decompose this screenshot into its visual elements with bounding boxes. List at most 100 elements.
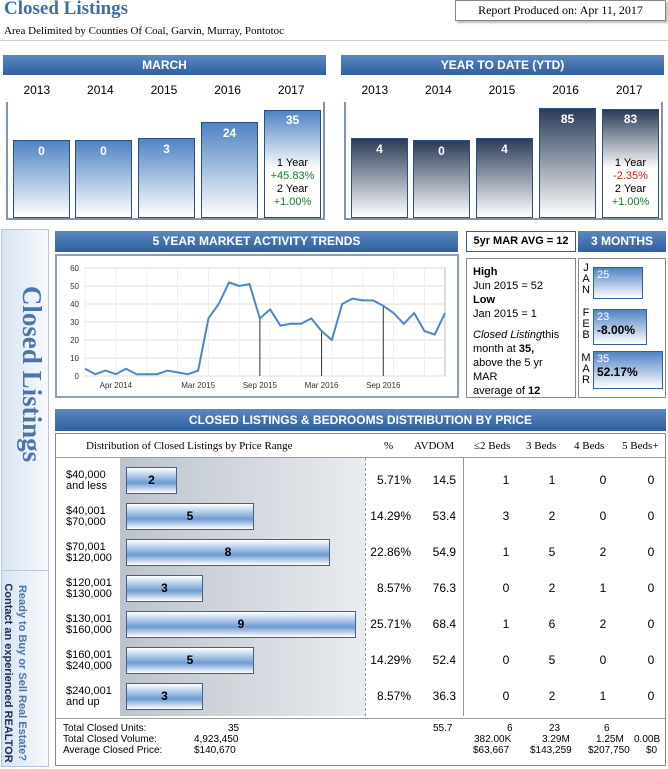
- ytd-panel: YEAR TO DATE (YTD) 2013 2014 2015 2016 2…: [339, 53, 666, 220]
- b3-value: 5: [548, 653, 556, 667]
- pct-value: 8.57%: [376, 581, 411, 595]
- range-high: and up: [66, 696, 100, 708]
- range-low: $40,001: [66, 505, 106, 517]
- range-label: $130,001 $160,000: [66, 614, 112, 636]
- march-panel: MARCH 2013 2014 2015 2016 2017 0 0 3 24 …: [1, 53, 328, 220]
- y-tick-label: 10: [70, 354, 79, 363]
- y-tick-label: 40: [70, 300, 79, 309]
- two-year-label: 2 Year: [276, 183, 309, 195]
- avdom-value: 52.4: [432, 653, 456, 667]
- pct-value: 5.71%: [376, 473, 411, 487]
- b5-value: 0: [647, 473, 655, 487]
- col-b4-header: 4 Beds: [574, 440, 605, 452]
- vol-b2: 382.00K: [474, 734, 512, 745]
- pct-value: 22.86%: [370, 545, 411, 559]
- pct-dotted-line: [365, 458, 366, 716]
- y-tick-label: 0: [75, 372, 80, 381]
- march-header: MARCH: [3, 55, 326, 75]
- b3-value: 6: [548, 617, 556, 631]
- month-value: 25: [597, 269, 610, 281]
- note-f: average of: [473, 385, 525, 397]
- one-year-label: 1 Year: [614, 157, 647, 169]
- b3-value: 5: [548, 545, 556, 559]
- two-year-label: 2 Year: [614, 183, 647, 195]
- b5-value: 0: [647, 689, 655, 703]
- year-label: 2014: [87, 83, 114, 97]
- avdom-value: 53.4: [432, 509, 456, 523]
- price-b3: $143,259: [530, 745, 572, 756]
- units-label: Total Closed Units:: [63, 723, 147, 734]
- vol-b3: 3.29M: [542, 734, 570, 745]
- side-divider: [2, 570, 48, 571]
- note-b: this: [542, 329, 560, 341]
- avdom-value: 36.3: [432, 689, 456, 703]
- vol-b5: 0.00B: [634, 734, 661, 745]
- b2-value: 0: [502, 653, 510, 667]
- range-label: $40,001 $70,000: [66, 506, 106, 528]
- year-label: 2014: [425, 83, 452, 97]
- ytd-bar-2013: 4: [351, 138, 408, 218]
- page-title: Closed Listings: [4, 0, 129, 19]
- pct-value: 25.71%: [370, 617, 411, 631]
- one-year-label: 1 Year: [276, 157, 309, 169]
- march-bar-2017-value: 35: [285, 113, 300, 127]
- march-chart-frame: 0 0 3 24 35 1 Year +45.83% 2 Year +1.00%: [6, 102, 325, 220]
- price-total: $140,670: [194, 745, 236, 756]
- units-b4: 6: [604, 723, 610, 734]
- b3-value: 1: [548, 473, 556, 487]
- avdom-total: 55.7: [433, 723, 453, 734]
- x-tick-label: Apr 2014: [100, 381, 133, 390]
- ytd-bar-2017: 83 1 Year -2.35% 2 Year +1.00%: [602, 109, 659, 218]
- col-avdom-header: AVDOM: [414, 440, 455, 452]
- col-range-header: Distribution of Closed Listings by Price…: [86, 440, 293, 452]
- count-bar: 3: [126, 683, 203, 710]
- series-line: [84, 281, 446, 376]
- one-year-change: -2.35%: [613, 170, 648, 182]
- range-label: $120,001 $130,000: [66, 578, 112, 600]
- vol-b4: 1.25M: [596, 734, 624, 745]
- x-tick-label: Sep 2016: [366, 381, 401, 390]
- avdom-value: 68.4: [432, 617, 456, 631]
- units-b2: 6: [507, 723, 513, 734]
- year-label: 2013: [361, 83, 389, 97]
- one-year-change: +45.83%: [270, 170, 315, 182]
- b4-value: 2: [599, 545, 607, 559]
- range-label: $160,001 $240,000: [66, 650, 112, 672]
- range-low: $130,001: [66, 613, 112, 625]
- col-pct-header: %: [384, 440, 394, 452]
- year-label: 2015: [150, 83, 178, 97]
- b4-value: 0: [599, 509, 607, 523]
- b4-value: 1: [599, 581, 607, 595]
- pct-value: 14.29%: [370, 653, 411, 667]
- count-bar: 2: [126, 467, 177, 494]
- march-bar-2016: 24: [201, 122, 258, 218]
- note-e: above the 5 yr MAR: [473, 357, 543, 383]
- units-b3: 23: [549, 723, 561, 734]
- month-change: 52.17%: [597, 365, 638, 379]
- b3-value: 2: [548, 581, 556, 595]
- year-label: 2017: [277, 83, 305, 97]
- b5-value: 0: [647, 653, 655, 667]
- range-high: $160,000: [66, 624, 112, 636]
- b4-value: 0: [599, 473, 607, 487]
- dist-header: CLOSED LISTINGS & BEDROOMS DISTRIBUTION …: [55, 409, 666, 431]
- side-banner-title: Closed Listings: [17, 285, 47, 463]
- ytd-changes: 1 Year -2.35% 2 Year +1.00%: [603, 157, 658, 209]
- two-year-change: +1.00%: [611, 196, 650, 208]
- avdom-value: 54.9: [432, 545, 456, 559]
- b4-value: 0: [599, 653, 607, 667]
- volume-label: Total Closed Volume:: [63, 734, 157, 745]
- year-label: 2016: [214, 83, 241, 97]
- ytd-bar-2014: 0: [413, 140, 470, 218]
- count-bar: 5: [126, 503, 254, 530]
- x-tick-label: Mar 2016: [305, 381, 339, 390]
- trend-chart-frame: 0 10 20 30 40 50 60 Apr 2014 Mar 2015 Sep 2015 Mar…: [55, 254, 459, 398]
- b3-value: 2: [548, 509, 556, 523]
- col-b3-header: 3 Beds: [526, 440, 557, 452]
- mar-avg-box: 5yr MAR AVG = 12: [466, 231, 576, 252]
- side-banner: Closed Listings Ready to Buy or Sell Rea…: [1, 229, 49, 767]
